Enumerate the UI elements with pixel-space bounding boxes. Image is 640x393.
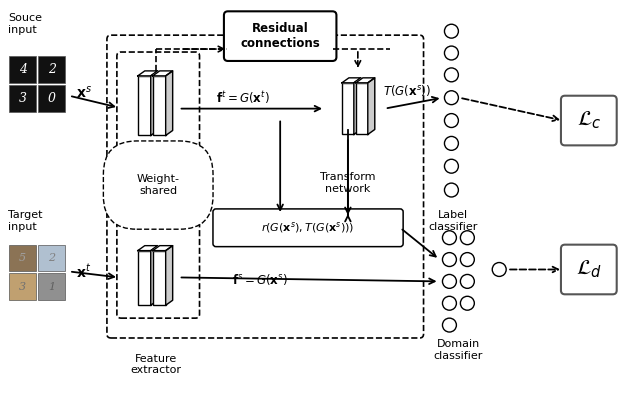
FancyBboxPatch shape: [561, 245, 617, 294]
Circle shape: [444, 46, 458, 60]
FancyBboxPatch shape: [38, 85, 65, 112]
FancyBboxPatch shape: [10, 85, 36, 112]
Circle shape: [442, 274, 456, 288]
Circle shape: [492, 263, 506, 276]
FancyBboxPatch shape: [153, 76, 166, 136]
Text: $\mathbf{f}^s = G(\mathbf{x}^s)$: $\mathbf{f}^s = G(\mathbf{x}^s)$: [232, 272, 288, 287]
FancyBboxPatch shape: [213, 209, 403, 247]
Text: $\mathbf{x}^t$: $\mathbf{x}^t$: [76, 263, 92, 280]
Text: 3: 3: [19, 282, 26, 292]
Text: 3: 3: [19, 92, 27, 105]
FancyBboxPatch shape: [38, 56, 65, 83]
Polygon shape: [151, 71, 157, 136]
FancyBboxPatch shape: [356, 83, 368, 134]
Polygon shape: [166, 71, 173, 136]
Polygon shape: [151, 246, 157, 305]
Circle shape: [460, 231, 474, 245]
Text: Domain
classifier: Domain classifier: [434, 339, 483, 361]
Circle shape: [442, 318, 456, 332]
FancyBboxPatch shape: [138, 76, 151, 136]
Text: 4: 4: [19, 63, 27, 76]
Text: Label
classifier: Label classifier: [429, 210, 478, 231]
Text: $\mathcal{L}_d$: $\mathcal{L}_d$: [576, 259, 602, 280]
Text: $\mathbf{x}^s$: $\mathbf{x}^s$: [76, 85, 92, 101]
Circle shape: [444, 91, 458, 105]
Circle shape: [444, 68, 458, 82]
Text: $\mathcal{L}_c$: $\mathcal{L}_c$: [577, 110, 601, 131]
Text: 2: 2: [48, 253, 55, 263]
Circle shape: [444, 183, 458, 197]
Text: $T(G(\mathbf{x}^s))$: $T(G(\mathbf{x}^s))$: [383, 83, 431, 98]
Circle shape: [460, 253, 474, 266]
Text: Feature
extractor: Feature extractor: [130, 354, 181, 375]
Circle shape: [460, 274, 474, 288]
Polygon shape: [342, 78, 361, 83]
FancyBboxPatch shape: [138, 251, 151, 305]
Circle shape: [442, 296, 456, 310]
Text: Weight-
shared: Weight- shared: [137, 174, 180, 196]
FancyBboxPatch shape: [10, 56, 36, 83]
Polygon shape: [368, 78, 375, 134]
FancyBboxPatch shape: [224, 11, 337, 61]
Circle shape: [444, 24, 458, 38]
Text: $r(G(\mathbf{x}^s), T(G(\mathbf{x}^s)))$: $r(G(\mathbf{x}^s), T(G(\mathbf{x}^s)))$: [261, 220, 355, 235]
Text: Souce
input: Souce input: [8, 13, 42, 35]
Text: 5: 5: [19, 253, 26, 263]
FancyBboxPatch shape: [10, 274, 36, 300]
Text: 1: 1: [48, 282, 55, 292]
Circle shape: [460, 296, 474, 310]
FancyBboxPatch shape: [342, 83, 354, 134]
Circle shape: [442, 253, 456, 266]
FancyBboxPatch shape: [38, 245, 65, 272]
FancyBboxPatch shape: [561, 96, 617, 145]
Polygon shape: [166, 246, 173, 305]
Circle shape: [444, 159, 458, 173]
Polygon shape: [153, 246, 173, 251]
Polygon shape: [354, 78, 361, 134]
Text: $\mathbf{f}^t = G(\mathbf{x}^t)$: $\mathbf{f}^t = G(\mathbf{x}^t)$: [216, 89, 270, 106]
FancyBboxPatch shape: [10, 245, 36, 272]
FancyBboxPatch shape: [38, 274, 65, 300]
Circle shape: [444, 136, 458, 151]
Text: Transform
network: Transform network: [320, 172, 376, 194]
Polygon shape: [356, 78, 375, 83]
Polygon shape: [153, 71, 173, 76]
Circle shape: [442, 231, 456, 245]
Polygon shape: [138, 246, 157, 251]
Text: Residual
connections: Residual connections: [240, 22, 320, 50]
Circle shape: [444, 114, 458, 127]
Text: 0: 0: [47, 92, 56, 105]
Polygon shape: [138, 71, 157, 76]
FancyBboxPatch shape: [153, 251, 166, 305]
Text: 2: 2: [47, 63, 56, 76]
Text: Target
input: Target input: [8, 210, 43, 231]
